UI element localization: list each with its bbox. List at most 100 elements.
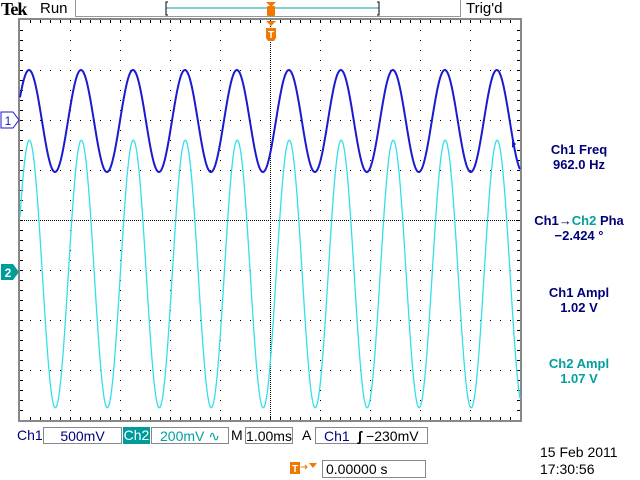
edge-tick xyxy=(180,20,181,23)
grid-dot xyxy=(240,370,241,371)
ch1-waveform xyxy=(19,68,521,174)
grid-dot xyxy=(150,70,151,71)
grid-dot xyxy=(370,90,371,91)
center-axis-dot xyxy=(498,220,499,221)
center-axis-dot xyxy=(172,220,173,221)
ch2-label[interactable]: Ch2 xyxy=(123,427,150,444)
center-axis-dot xyxy=(270,272,271,273)
grid-dot xyxy=(420,50,421,51)
grid-dot xyxy=(470,330,471,331)
grid-dot xyxy=(190,370,191,371)
center-axis-dot xyxy=(458,220,459,221)
grid-dot xyxy=(50,270,51,271)
edge-tick xyxy=(517,230,520,231)
grid-dot xyxy=(320,30,321,31)
grid-dot xyxy=(260,70,261,71)
horizontal-position-field[interactable]: 0.00000 s xyxy=(322,460,426,478)
grid-dot xyxy=(280,270,281,271)
center-axis-dot xyxy=(270,296,271,297)
center-axis-dot xyxy=(270,190,271,191)
measurement-value: −2.424 ° xyxy=(554,228,604,243)
grid-dot xyxy=(70,300,71,301)
ch2-scale-value: 200mV xyxy=(160,428,205,444)
grid-dot xyxy=(370,390,371,391)
measurement-value: 962.0 Hz xyxy=(552,157,606,172)
center-axis-dot xyxy=(270,348,271,349)
center-axis-dot xyxy=(36,220,37,221)
grid-dot xyxy=(470,350,471,351)
grid-dot xyxy=(370,360,371,361)
timebase-value[interactable]: 1.00ms xyxy=(245,427,293,444)
edge-tick xyxy=(517,290,520,291)
center-axis-dot xyxy=(270,60,271,61)
grid-dot xyxy=(420,230,421,231)
grid-dot xyxy=(510,370,511,371)
center-axis-dot xyxy=(270,58,271,59)
edge-tick xyxy=(517,220,520,221)
edge-tick xyxy=(50,417,51,420)
center-axis-dot xyxy=(270,84,271,85)
grid-dot xyxy=(220,100,221,101)
edge-tick xyxy=(180,417,181,420)
ch1-scale[interactable]: 500mV xyxy=(43,427,122,444)
grid-dot xyxy=(390,370,391,371)
ch1-label[interactable]: Ch1 xyxy=(17,427,43,443)
edge-tick xyxy=(517,370,520,371)
center-axis-dot xyxy=(158,220,159,221)
grid-dot xyxy=(450,120,451,121)
grid-dot xyxy=(110,270,111,271)
center-axis-dot xyxy=(294,220,295,221)
measurement-ch1-freq[interactable]: Ch1 Freq 962.0 Hz xyxy=(518,142,640,172)
edge-tick xyxy=(517,110,520,111)
center-axis-dot xyxy=(436,220,437,221)
center-axis-dot xyxy=(362,220,363,221)
grid-dot xyxy=(480,320,481,321)
grid-dot xyxy=(40,320,41,321)
center-axis-dot xyxy=(266,220,267,221)
grid-dot xyxy=(410,370,411,371)
grid-dot xyxy=(100,170,101,171)
trigger-settings[interactable]: Ch1 ʃ −230mV xyxy=(315,427,428,444)
center-axis-dot xyxy=(270,74,271,75)
measurement-phase[interactable]: Ch1→Ch2 Pha −2.424 ° xyxy=(518,213,640,243)
edge-tick xyxy=(20,110,23,111)
grid-dot xyxy=(210,370,211,371)
center-axis-dot xyxy=(270,192,271,193)
measurement-ch2-ampl[interactable]: Ch2 Ampl 1.07 V xyxy=(518,356,640,386)
center-axis-dot xyxy=(270,286,271,287)
center-axis-dot xyxy=(270,324,271,325)
center-axis-dot xyxy=(296,220,297,221)
center-axis-dot xyxy=(358,220,359,221)
grid-dot xyxy=(440,170,441,171)
edge-tick xyxy=(20,210,23,211)
center-axis-dot xyxy=(426,220,427,221)
center-axis-dot xyxy=(276,220,277,221)
grid-dot xyxy=(320,280,321,281)
grid-dot xyxy=(410,270,411,271)
center-axis-dot xyxy=(162,220,163,221)
center-axis-dot xyxy=(196,220,197,221)
grid-dot xyxy=(460,70,461,71)
date: 15 Feb 2011 xyxy=(540,444,618,460)
edge-tick xyxy=(40,20,41,23)
edge-tick xyxy=(260,417,261,420)
ch2-scale[interactable]: 200mV ∿ xyxy=(151,427,229,444)
grid-dot xyxy=(470,280,471,281)
grid-dot xyxy=(100,70,101,71)
grid-dot xyxy=(470,180,471,181)
grid-dot xyxy=(220,230,221,231)
grid-dot xyxy=(460,370,461,371)
grid-dot xyxy=(120,360,121,361)
grid-dot xyxy=(420,400,421,401)
grid-dot xyxy=(70,360,71,361)
center-axis-dot xyxy=(166,220,167,221)
grid-dot xyxy=(330,120,331,121)
grid-dot xyxy=(70,80,71,81)
center-axis-dot xyxy=(46,220,47,221)
grid-dot xyxy=(450,370,451,371)
arrow-icon: → xyxy=(558,213,572,228)
grid-dot xyxy=(470,50,471,51)
grid-dot xyxy=(180,320,181,321)
center-axis-dot xyxy=(508,220,509,221)
measurement-ch1-ampl[interactable]: Ch1 Ampl 1.02 V xyxy=(518,285,640,315)
